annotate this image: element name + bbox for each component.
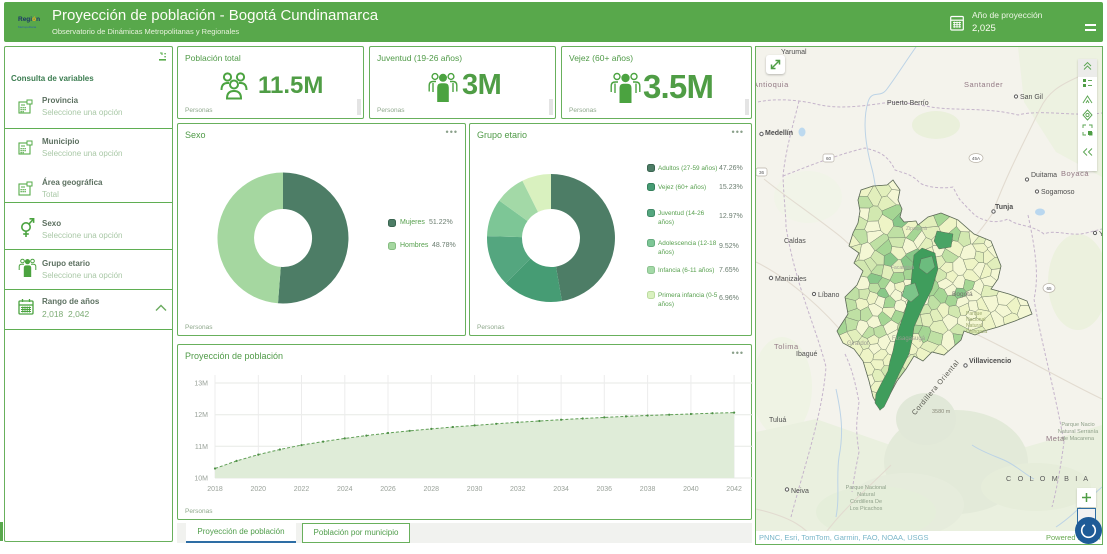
svg-text:Duitama: Duitama <box>1031 172 1057 179</box>
svg-text:2026: 2026 <box>380 486 396 493</box>
svg-text:2042: 2042 <box>726 486 742 493</box>
svg-text:Líbano: Líbano <box>818 292 840 299</box>
svg-text:Antioquia: Antioquia <box>756 80 789 89</box>
svg-text:Girardot: Girardot <box>847 341 869 347</box>
svg-text:2036: 2036 <box>597 486 613 493</box>
svg-text:Cordillera De: Cordillera De <box>850 499 882 505</box>
svg-text:2038: 2038 <box>640 486 656 493</box>
svg-text:65: 65 <box>1046 286 1052 291</box>
svg-text:Boyacá: Boyacá <box>1061 169 1089 178</box>
svg-text:Yo: Yo <box>1099 231 1102 238</box>
svg-text:Parque Nacio: Parque Nacio <box>1061 422 1094 428</box>
svg-text:10M: 10M <box>194 476 208 483</box>
svg-text:Zipaquirá: Zipaquirá <box>906 226 927 232</box>
svg-text:Bogotá: Bogotá <box>952 291 973 298</box>
svg-text:2030: 2030 <box>467 486 483 493</box>
svg-text:2018: 2018 <box>207 486 223 493</box>
svg-text:45A: 45A <box>972 156 981 161</box>
svg-text:Yarumal: Yarumal <box>781 49 807 56</box>
svg-text:2028: 2028 <box>424 486 440 493</box>
svg-text:Tuluá: Tuluá <box>769 417 786 424</box>
svg-text:60: 60 <box>826 156 832 161</box>
svg-text:Parque Nacional: Parque Nacional <box>846 485 887 491</box>
svg-text:Nacional: Nacional <box>966 317 985 323</box>
svg-text:Facatativá: Facatativá <box>891 265 914 271</box>
svg-text:Medellín: Medellín <box>765 130 793 137</box>
svg-text:2022: 2022 <box>294 486 310 493</box>
svg-text:Los Picachos: Los Picachos <box>850 506 883 512</box>
svg-text:2024: 2024 <box>337 486 353 493</box>
svg-text:Natural: Natural <box>857 492 875 498</box>
svg-text:C O L O M B I A: C O L O M B I A <box>1006 474 1090 483</box>
svg-text:Fusagasugá: Fusagasugá <box>892 336 926 342</box>
svg-text:Santander: Santander <box>964 80 1003 89</box>
svg-text:Natural Serranía: Natural Serranía <box>1058 429 1099 435</box>
svg-text:2032: 2032 <box>510 486 526 493</box>
svg-text:13M: 13M <box>194 381 208 388</box>
svg-text:Puerto Berrío: Puerto Berrío <box>887 100 929 107</box>
svg-text:36: 36 <box>759 170 765 175</box>
svg-text:2020: 2020 <box>251 486 267 493</box>
svg-text:Natural: Natural <box>966 323 982 329</box>
svg-text:2040: 2040 <box>683 486 699 493</box>
svg-text:Ibagué: Ibagué <box>796 351 818 358</box>
svg-text:Manizales: Manizales <box>775 276 807 283</box>
svg-text:Tolima: Tolima <box>774 342 799 351</box>
svg-text:Villavicencio: Villavicencio <box>969 358 1011 365</box>
svg-text:11M: 11M <box>195 444 208 451</box>
svg-text:3580 m: 3580 m <box>932 409 951 415</box>
svg-text:Sogamoso: Sogamoso <box>1041 189 1075 196</box>
svg-text:San Gil: San Gil <box>1020 94 1043 101</box>
svg-text:Neiva: Neiva <box>791 488 809 495</box>
svg-text:12M: 12M <box>194 412 208 419</box>
svg-text:Chingaza: Chingaza <box>966 329 987 335</box>
svg-text:2034: 2034 <box>553 486 569 493</box>
svg-text:Parque: Parque <box>966 311 982 317</box>
svg-text:Caldas: Caldas <box>784 238 806 245</box>
svg-text:Tunja: Tunja <box>995 204 1013 211</box>
svg-text:Meta: Meta <box>1046 434 1065 443</box>
svg-text:de Macarena: de Macarena <box>1062 436 1095 442</box>
